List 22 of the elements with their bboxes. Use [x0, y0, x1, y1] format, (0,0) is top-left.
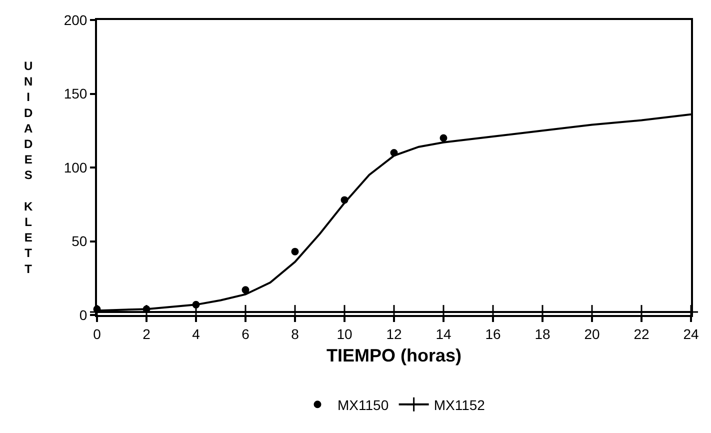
legend-label: MX1152 — [434, 396, 486, 413]
x-tick-label: 22 — [634, 326, 650, 342]
y-tick-label: 150 — [64, 86, 88, 102]
x-tick-label: 0 — [93, 326, 102, 342]
y-tick-label: 200 — [64, 12, 88, 28]
y-tick-label: 100 — [64, 159, 88, 176]
x-tick-label: 16 — [485, 326, 501, 342]
legend-label: MX1150 — [338, 396, 389, 413]
x-tick-label: 2 — [142, 326, 151, 342]
x-tick-label: 10 — [336, 326, 352, 342]
x-tick-label: 12 — [386, 326, 402, 342]
y-tick-label: 50 — [72, 233, 88, 250]
x-tick-label: 4 — [192, 326, 200, 342]
x-tick-label: 8 — [291, 326, 300, 342]
x-tick-label: 6 — [242, 326, 250, 342]
x-tick-label: 14 — [436, 326, 452, 342]
x-tick-label: 24 — [683, 326, 699, 342]
x-tick-label: 18 — [534, 326, 550, 342]
y-tick-label: 0 — [79, 306, 88, 323]
text: UNIDADES KLETT — [24, 59, 33, 276]
x-axis-title: TIEMPO (horas) — [326, 345, 462, 366]
x-tick-label: 20 — [584, 326, 600, 342]
